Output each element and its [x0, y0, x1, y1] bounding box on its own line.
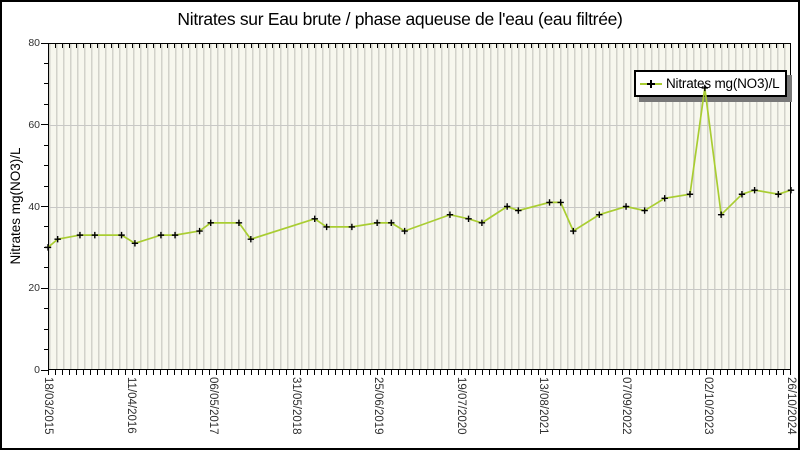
axis-tick — [41, 369, 48, 371]
data-point-plus-marker — [157, 231, 165, 239]
data-point-plus-marker — [311, 215, 318, 222]
data-point-plus-marker — [44, 244, 52, 251]
data-point-plus-marker — [465, 215, 472, 222]
y-tick-label: 0 — [34, 364, 40, 376]
axis-tick — [44, 144, 48, 146]
horizontal-gridline — [49, 288, 790, 290]
data-point-plus-marker — [701, 84, 709, 92]
data-point-plus-marker — [557, 199, 564, 206]
y-tick-label: 60 — [28, 118, 40, 131]
data-point-plus-marker — [76, 231, 84, 239]
data-point-plus-marker — [546, 199, 553, 206]
axis-tick — [41, 206, 48, 207]
data-point-plus-marker — [570, 227, 577, 235]
axis-tick — [44, 185, 48, 187]
data-point-plus-marker — [661, 195, 668, 202]
axis-tick — [44, 165, 48, 167]
axis-tick — [44, 308, 48, 310]
axis-tick — [41, 42, 48, 44]
data-point-plus-marker — [775, 191, 782, 198]
data-point-plus-marker — [717, 211, 725, 218]
data-point-plus-marker — [751, 186, 758, 194]
data-point-plus-marker — [401, 227, 408, 235]
data-point-plus-marker — [388, 219, 395, 227]
data-point-plus-marker — [247, 236, 255, 243]
axis-tick — [41, 287, 48, 289]
axis-tick — [44, 62, 48, 64]
axis-tick — [41, 124, 48, 126]
axis-tick — [44, 226, 48, 228]
y-tick-label: 40 — [28, 200, 40, 213]
legend: Nitrates mg(NO3)/L — [634, 70, 787, 97]
data-point-plus-marker — [641, 207, 648, 214]
data-point-plus-marker — [503, 203, 511, 210]
series-line — [47, 87, 792, 249]
data-point-plus-marker — [323, 223, 330, 231]
data-point-plus-marker — [787, 186, 795, 194]
data-point-plus-marker — [596, 211, 603, 218]
data-point-plus-marker — [373, 219, 381, 227]
data-point-plus-marker — [515, 207, 522, 214]
chart-title: Nitrates sur Eau brute / phase aqueuse d… — [177, 9, 623, 29]
data-point-plus-marker — [196, 227, 203, 235]
data-point-plus-marker — [686, 191, 694, 198]
axis-tick — [44, 83, 48, 85]
axis-tick — [44, 349, 48, 351]
axis-tick — [44, 267, 48, 269]
axis-tick — [44, 103, 48, 105]
horizontal-gridline — [49, 125, 790, 127]
data-point-plus-marker — [91, 231, 99, 239]
data-point-plus-marker — [446, 211, 454, 218]
data-point-plus-marker — [738, 191, 746, 198]
x-axis-tick-comb — [48, 370, 792, 375]
data-point-plus-marker — [54, 236, 61, 243]
legend-plus-icon — [647, 83, 655, 85]
y-tick-label: 20 — [28, 282, 40, 295]
legend-line-marker-icon — [636, 72, 666, 95]
data-point-plus-marker — [207, 219, 214, 227]
plot-area — [48, 43, 791, 370]
data-point-plus-marker — [171, 231, 179, 239]
data-point-plus-marker — [348, 223, 356, 231]
x-axis-mirror-tick-comb — [48, 44, 792, 48]
y-tick-label: 80 — [28, 37, 40, 49]
data-point-plus-marker — [478, 219, 486, 227]
data-point-plus-marker — [131, 240, 139, 247]
legend-label: Nitrates mg(NO3)/L — [666, 76, 780, 91]
axis-tick — [44, 328, 48, 330]
data-point-plus-marker — [622, 203, 630, 210]
data-point-plus-marker — [235, 219, 243, 227]
data-point-plus-marker — [118, 231, 125, 239]
horizontal-gridline — [49, 207, 790, 208]
